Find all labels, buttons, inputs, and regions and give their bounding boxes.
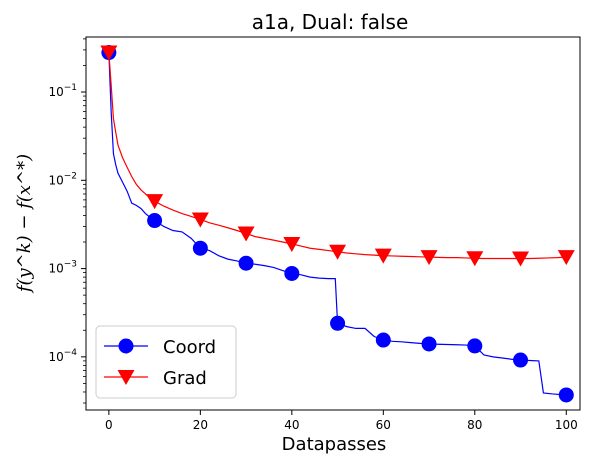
x-tick-label-3: 60: [376, 418, 391, 432]
marker-coord-6: [375, 332, 391, 348]
y-axis-label: f(y^k) − f(x^*): [14, 154, 35, 294]
marker-grad-6: [374, 248, 392, 264]
marker-coord-7: [421, 336, 437, 352]
chart-title: a1a, Dual: false: [252, 10, 409, 34]
marker-grad-10: [557, 250, 575, 266]
legend-marker-grad: [117, 370, 135, 385]
marker-coord-3: [238, 255, 254, 271]
marker-grad-8: [466, 251, 484, 267]
legend: Coord Grad: [95, 325, 237, 399]
legend-label-grad: Grad: [163, 368, 207, 389]
marker-coord-5: [330, 315, 346, 331]
plot-frame: [85, 36, 581, 411]
marker-coord-1: [147, 213, 163, 229]
marker-coord-8: [467, 338, 483, 354]
x-tick-label-4: 80: [467, 418, 482, 432]
marker-grad-5: [329, 244, 347, 260]
x-axis-label: Datapasses: [282, 434, 387, 455]
marker-coord-4: [284, 265, 300, 281]
marker-grad-7: [420, 250, 438, 266]
y-tick-label-2: 10−2: [48, 171, 77, 187]
y-tick-label-0: 10−4: [48, 348, 77, 364]
y-tick-label-1: 10−3: [48, 260, 77, 276]
marker-coord-9: [513, 352, 529, 368]
x-tick-label-2: 40: [284, 418, 299, 432]
marker-coord-10: [558, 387, 574, 403]
legend-label-coord: Coord: [163, 337, 216, 358]
marker-grad-3: [237, 226, 255, 242]
x-tick-label-0: 0: [105, 418, 113, 432]
marker-grad-2: [191, 212, 209, 228]
marker-grad-0: [100, 45, 118, 61]
legend-marker-coord: [118, 338, 134, 354]
marker-grad-9: [512, 251, 530, 267]
series-line-grad: [108, 52, 567, 260]
marker-coord-2: [192, 240, 208, 256]
x-tick-label-1: 20: [193, 418, 208, 432]
marker-grad-4: [283, 236, 301, 252]
x-tick-label-5: 100: [555, 418, 578, 432]
y-tick-label-3: 10−1: [48, 83, 77, 99]
marker-grad-1: [146, 194, 164, 210]
